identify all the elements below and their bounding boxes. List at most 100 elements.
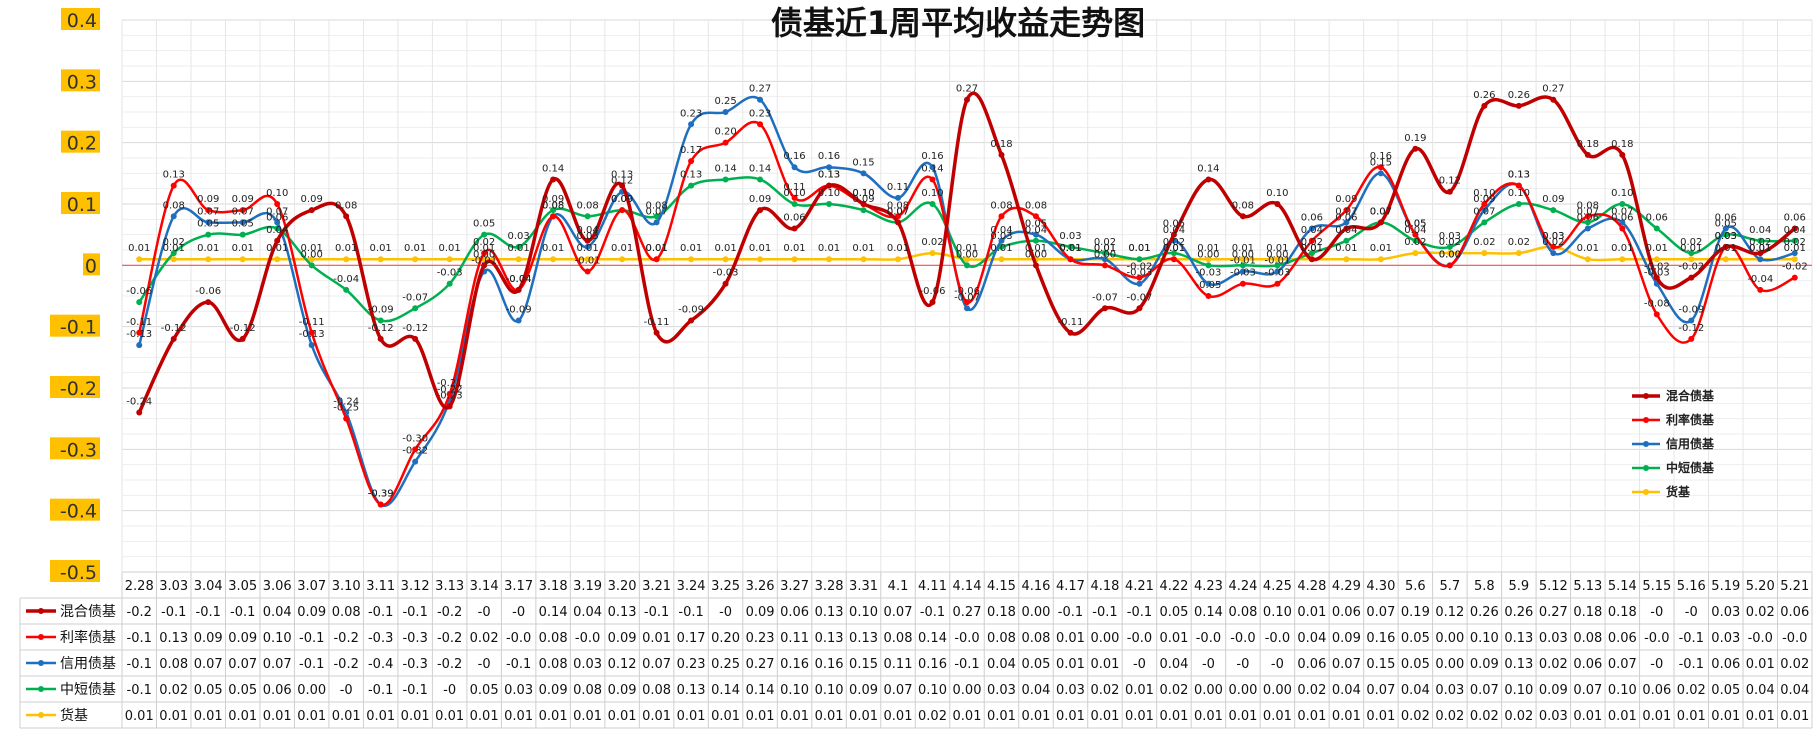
- data-label: -0.21: [437, 378, 463, 389]
- data-label: -0.07: [1092, 292, 1118, 303]
- data-label: 0.14: [714, 163, 736, 174]
- data-point: [205, 219, 212, 226]
- category-label: 2.28: [125, 579, 154, 594]
- data-label: 0.01: [542, 243, 564, 254]
- table-cell: 0.14: [711, 683, 740, 698]
- table-cell: 0.01: [1228, 709, 1257, 724]
- data-point: [1619, 219, 1626, 226]
- table-cell: 0.01: [470, 709, 499, 724]
- data-point: [1688, 274, 1695, 281]
- data-point: [1343, 256, 1350, 263]
- table-cell: 0.00: [1435, 631, 1464, 646]
- data-label: 0.09: [1542, 194, 1564, 205]
- data-label: 0.09: [1335, 194, 1357, 205]
- data-point: [170, 182, 177, 189]
- data-label: 0.08: [645, 200, 667, 211]
- data-point: [239, 335, 246, 342]
- data-point: [1584, 151, 1591, 158]
- table-cell: 0.06: [1332, 605, 1361, 620]
- data-point: [1619, 201, 1626, 207]
- data-label: -0.07: [1127, 292, 1153, 303]
- data-labels: -0.24-0.12-0.06-0.120.040.090.08-0.12 -0.…: [126, 84, 1807, 500]
- data-label: 0.01: [1577, 243, 1599, 254]
- data-label: 0.16: [818, 151, 840, 162]
- table-cell: 0.07: [1608, 657, 1637, 672]
- ytick-highlight: [61, 192, 100, 214]
- data-point: [481, 250, 488, 257]
- table-legend-marker: [38, 634, 44, 640]
- data-label: 0.02: [1508, 237, 1530, 248]
- table-cell: -0.2: [437, 657, 462, 672]
- category-label: 4.28: [1297, 579, 1326, 594]
- ytick-highlight: [61, 8, 100, 30]
- table-cell: 0.08: [884, 631, 913, 646]
- table-cell: -0.2: [333, 631, 358, 646]
- data-point: [688, 182, 695, 189]
- data-label: 0.04: [1335, 225, 1357, 236]
- data-label: -0.02: [1644, 262, 1670, 273]
- data-label: 0.00: [1232, 249, 1254, 260]
- table-cell: 0.13: [1504, 631, 1533, 646]
- data-point: [1722, 243, 1729, 250]
- table-cell: 0.01: [125, 709, 154, 724]
- data-point: [239, 219, 246, 226]
- data-point: [688, 317, 695, 324]
- table-cell: 0.05: [1711, 683, 1740, 698]
- data-label: 0.02: [1749, 237, 1771, 248]
- data-label: 0.04: [1749, 225, 1771, 236]
- data-label: 0.14: [749, 163, 771, 174]
- data-label: 0.11: [887, 182, 909, 193]
- ytick-label: -0.3: [60, 439, 97, 461]
- category-label: 3.27: [780, 579, 809, 594]
- data-label: -0.05: [1195, 280, 1221, 291]
- table-cell: 0.01: [332, 709, 361, 724]
- data-point: [308, 207, 315, 214]
- data-label: 0.02: [1163, 237, 1185, 248]
- table-cell: 0.01: [1297, 709, 1326, 724]
- data-label: 0.05: [1025, 219, 1047, 230]
- data-label: 0.08: [990, 200, 1012, 211]
- table-cell: -0.0: [1196, 631, 1221, 646]
- data-point: [1308, 225, 1315, 232]
- table-cell: 0.01: [263, 709, 292, 724]
- data-label: 0.01: [749, 243, 771, 254]
- table-cell: 0.08: [539, 657, 568, 672]
- table-cell: 0.02: [1780, 657, 1809, 672]
- data-label: 0.01: [783, 243, 805, 254]
- data-point: [619, 182, 626, 189]
- table-cell: -0: [1650, 605, 1663, 620]
- ytick-label: 0.1: [67, 194, 97, 216]
- table-cell: 0.02: [1504, 709, 1533, 724]
- data-label: 0.03: [576, 231, 598, 242]
- legend-label: 利率债基: [1666, 412, 1715, 427]
- data-point: [860, 170, 867, 177]
- data-point: [1619, 256, 1626, 263]
- data-point: [239, 231, 246, 238]
- table-cell: 0.23: [746, 631, 775, 646]
- category-label: 3.03: [159, 579, 188, 594]
- data-point: [1205, 262, 1212, 269]
- data-label: 0.04: [576, 225, 598, 236]
- data-point: [1412, 231, 1419, 238]
- category-label: 3.31: [849, 579, 878, 594]
- table-cell: 0.03: [1711, 631, 1740, 646]
- data-point: [1584, 225, 1591, 232]
- data-label: 0.00: [301, 249, 323, 260]
- ytick-highlight: [50, 437, 100, 460]
- table-cell: 0.10: [815, 683, 844, 698]
- data-point: [964, 299, 970, 306]
- data-point: [1308, 250, 1315, 257]
- data-point: [964, 305, 970, 312]
- table-cell: 0.01: [1780, 709, 1809, 724]
- table-cell: -0.1: [299, 657, 324, 672]
- data-label: 0.01: [439, 243, 461, 254]
- category-label: 3.20: [608, 579, 637, 594]
- data-point: [1136, 280, 1143, 287]
- data-label: 0.03: [1715, 231, 1737, 242]
- data-point: [722, 280, 729, 287]
- data-point: [308, 342, 315, 349]
- data-label: 0.02: [1301, 237, 1323, 248]
- data-point: [1791, 237, 1798, 244]
- table-cell: -0.1: [402, 683, 427, 698]
